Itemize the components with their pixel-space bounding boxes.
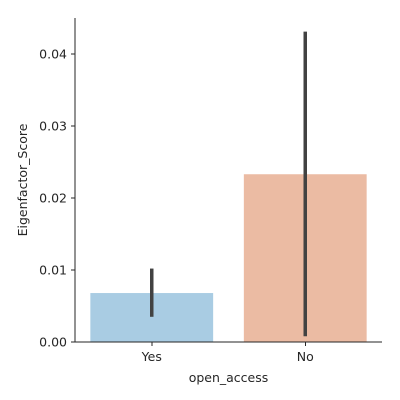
y-tick-label: 0.04 bbox=[39, 47, 67, 62]
y-tick-label: 0.01 bbox=[39, 263, 67, 278]
y-tick-label: 0.00 bbox=[39, 335, 67, 350]
x-tick-label: Yes bbox=[141, 349, 162, 364]
x-tick-label: No bbox=[297, 349, 314, 364]
bars-layer bbox=[90, 174, 367, 342]
y-axis-label: Eigenfactor_Score bbox=[15, 123, 30, 236]
y-tick-label: 0.03 bbox=[39, 119, 67, 134]
y-tick-label: 0.02 bbox=[39, 191, 67, 206]
error-bars-layer bbox=[150, 31, 307, 337]
y-axis-ticks: 0.00 0.01 0.02 0.03 0.04 bbox=[39, 47, 75, 350]
x-axis-label: open_access bbox=[189, 370, 269, 385]
x-axis-ticks: Yes No bbox=[141, 342, 314, 364]
